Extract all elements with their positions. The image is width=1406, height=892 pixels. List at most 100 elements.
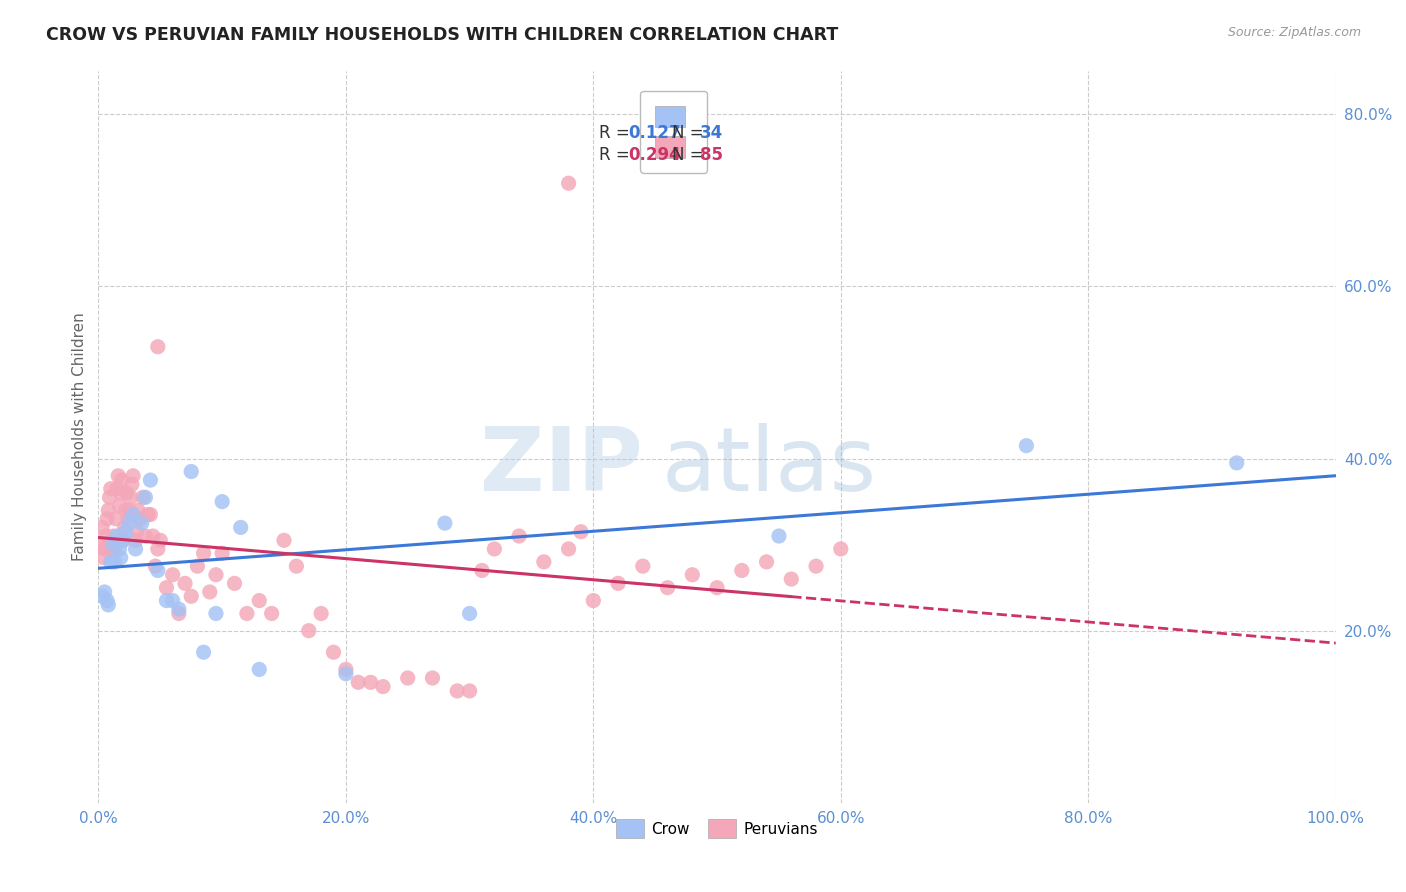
Point xyxy=(247,593,270,607)
Point xyxy=(117,512,139,526)
Point xyxy=(114,524,136,539)
Point xyxy=(193,645,215,659)
Text: atlas: atlas xyxy=(661,423,876,510)
Point xyxy=(129,512,152,526)
Point xyxy=(1226,456,1249,470)
Point xyxy=(142,529,165,543)
Text: N =: N = xyxy=(672,146,703,164)
Point xyxy=(180,465,202,479)
Point xyxy=(211,494,233,508)
Legend: Crow, Peruvians: Crow, Peruvians xyxy=(605,807,830,850)
Point xyxy=(458,607,481,621)
Point xyxy=(755,555,778,569)
Point xyxy=(97,598,120,612)
Point xyxy=(162,593,184,607)
Point xyxy=(780,572,803,586)
Point xyxy=(91,520,114,534)
Point xyxy=(96,593,118,607)
Point xyxy=(681,567,703,582)
Point xyxy=(118,516,141,530)
Point xyxy=(322,645,344,659)
Point xyxy=(285,559,308,574)
Point xyxy=(155,593,177,607)
Point xyxy=(100,555,122,569)
Point xyxy=(122,508,145,522)
Point xyxy=(104,512,127,526)
Text: 0.294: 0.294 xyxy=(628,146,681,164)
Point xyxy=(100,482,122,496)
Point xyxy=(98,491,121,505)
Point xyxy=(103,541,125,556)
Point xyxy=(335,666,357,681)
Point xyxy=(103,529,125,543)
Text: ZIP: ZIP xyxy=(479,423,643,510)
Point xyxy=(149,533,172,548)
Point xyxy=(94,529,117,543)
Point xyxy=(118,503,141,517)
Point xyxy=(146,564,169,578)
Point xyxy=(607,576,630,591)
Point xyxy=(132,491,155,505)
Point xyxy=(155,581,177,595)
Point xyxy=(134,491,156,505)
Point xyxy=(103,555,125,569)
Point xyxy=(508,529,530,543)
Point xyxy=(108,499,131,513)
Point xyxy=(360,675,382,690)
Point xyxy=(124,533,146,548)
Point xyxy=(433,516,456,530)
Point xyxy=(569,524,592,539)
Point xyxy=(90,538,112,552)
Text: N =: N = xyxy=(672,124,703,142)
Point xyxy=(93,550,115,565)
Point xyxy=(115,486,138,500)
Point xyxy=(112,533,135,548)
Point xyxy=(139,473,162,487)
Point xyxy=(236,607,259,621)
Point xyxy=(205,567,228,582)
Point xyxy=(127,503,149,517)
Point xyxy=(422,671,444,685)
Point xyxy=(124,541,146,556)
Point xyxy=(103,538,125,552)
Point xyxy=(134,529,156,543)
Point xyxy=(122,468,145,483)
Point xyxy=(110,550,132,565)
Point xyxy=(105,482,128,496)
Point xyxy=(557,176,579,190)
Text: 0.127: 0.127 xyxy=(628,124,681,142)
Point xyxy=(273,533,295,548)
Point xyxy=(96,512,118,526)
Point xyxy=(93,541,115,556)
Point xyxy=(298,624,321,638)
Point xyxy=(139,508,162,522)
Point xyxy=(114,503,136,517)
Point xyxy=(484,541,506,556)
Point xyxy=(108,541,131,556)
Text: CROW VS PERUVIAN FAMILY HOUSEHOLDS WITH CHILDREN CORRELATION CHART: CROW VS PERUVIAN FAMILY HOUSEHOLDS WITH … xyxy=(46,26,838,44)
Point xyxy=(146,541,169,556)
Point xyxy=(224,576,246,591)
Point xyxy=(112,520,135,534)
Point xyxy=(1015,439,1038,453)
Point xyxy=(582,593,605,607)
Point xyxy=(120,491,142,505)
Text: Source: ZipAtlas.com: Source: ZipAtlas.com xyxy=(1227,26,1361,39)
Point xyxy=(193,546,215,560)
Point xyxy=(131,516,153,530)
Point xyxy=(247,662,270,676)
Point xyxy=(706,581,728,595)
Point xyxy=(557,541,579,556)
Text: 85: 85 xyxy=(700,146,723,164)
Point xyxy=(731,564,754,578)
Point xyxy=(162,567,184,582)
Point xyxy=(830,541,852,556)
Point xyxy=(93,585,115,599)
Point xyxy=(186,559,208,574)
Y-axis label: Family Households with Children: Family Households with Children xyxy=(72,313,87,561)
Point xyxy=(446,684,468,698)
Text: R =: R = xyxy=(599,124,630,142)
Point xyxy=(371,680,394,694)
Point xyxy=(125,524,148,539)
Point xyxy=(97,503,120,517)
